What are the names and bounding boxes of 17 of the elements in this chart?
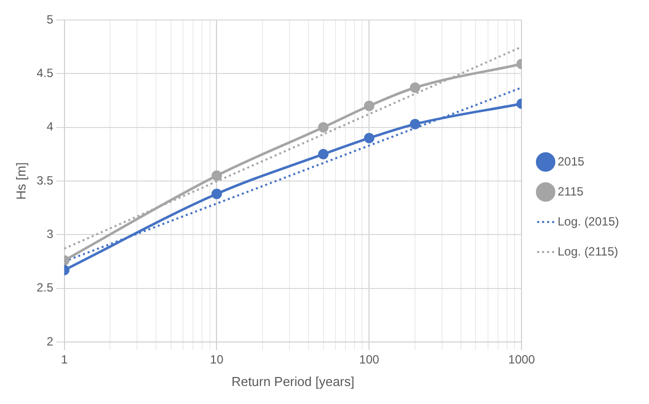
- y-tick-label: 5: [46, 12, 54, 26]
- y-tick-label: 2.5: [36, 280, 54, 295]
- y-tick-label: 2: [46, 334, 54, 348]
- x-tick-label: 1000: [508, 352, 536, 367]
- x-axis-title: Return Period [years]: [232, 374, 354, 389]
- legend-label: 2115: [558, 184, 584, 198]
- y-tick-label: 4: [46, 120, 54, 134]
- legend-label: 2015: [558, 154, 585, 168]
- y-tick-label: 4.5: [36, 66, 54, 80]
- x-tick-label: 10: [210, 352, 224, 367]
- x-tick-label: 1: [60, 352, 68, 367]
- y-tick-label: 3: [46, 226, 54, 241]
- y-axis-title: Hs [m]: [13, 162, 28, 200]
- x-tick-label: 100: [359, 352, 380, 367]
- legend-label: Log. (2115): [558, 244, 618, 258]
- y-tick-label: 3.5: [36, 173, 54, 188]
- legend-label: Log. (2015): [558, 214, 620, 228]
